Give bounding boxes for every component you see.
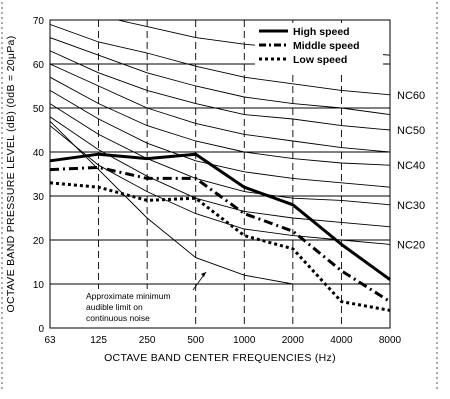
nc-curve-1: [50, 23, 390, 96]
nc-curve-5: [50, 76, 390, 166]
legend-label-high: High speed: [293, 26, 350, 38]
nc-labels: NC60 NC50 NC40 NC30 NC20: [397, 90, 425, 252]
nc-curve-4: [50, 63, 390, 153]
nc-label-nc20: NC20: [397, 239, 425, 251]
x-tick-label-250: 250: [139, 335, 156, 346]
x-axis-title: OCTAVE BAND CENTER FREQUENCIES (Hz): [104, 352, 336, 364]
y-tick-label-0: 0: [38, 324, 44, 335]
legend-label-low: Low speed: [293, 54, 347, 66]
series-line-high-speed: [49, 152, 391, 281]
x-tick-label-8000: 8000: [379, 335, 402, 346]
x-tick-label-500: 500: [187, 335, 204, 346]
series-line-low-speed: [49, 181, 391, 312]
nc-label-nc40: NC40: [397, 160, 425, 172]
nc-curve-7: [50, 103, 390, 206]
annotation-line-1: Approximate minimum: [86, 291, 171, 301]
series-lines: [49, 152, 391, 312]
annotation: Approximate minimum audible limit on con…: [84, 271, 207, 326]
annotation-line-2: audible limit on: [86, 302, 143, 312]
x-tick-label-125: 125: [90, 335, 107, 346]
audible-limit: [50, 120, 293, 285]
annotation-bg: [84, 289, 192, 326]
y-tick-label-30: 30: [33, 192, 45, 203]
tick-labels: 0 10 20 30 40 50 60 70 63 125 250 500 1000 2000 4000 80…: [33, 16, 402, 346]
y-tick-label-50: 50: [33, 104, 45, 115]
nc-curve-6: [50, 90, 390, 188]
nc-label-nc50: NC50: [397, 125, 425, 137]
x-tick-label-63: 63: [44, 335, 56, 346]
legend-label-middle: Middle speed: [293, 40, 360, 52]
y-tick-label-70: 70: [33, 16, 45, 27]
annotation-arrowhead: [201, 272, 206, 277]
x-tick-label-4000: 4000: [330, 335, 353, 346]
nc-curve-2: [50, 37, 390, 116]
series-line-middle-speed: [49, 165, 391, 303]
y-tick-label-10: 10: [33, 280, 45, 291]
x-tick-label-1000: 1000: [233, 335, 256, 346]
audible-limit-line: [50, 120, 293, 285]
y-tick-label-20: 20: [33, 236, 45, 247]
y-tick-label-40: 40: [33, 148, 45, 159]
plot-border: [49, 19, 391, 329]
nc-curve-3: [50, 50, 390, 131]
nc-label-nc60: NC60: [397, 90, 425, 102]
annotation-line-3: continuous noise: [86, 313, 150, 323]
y-axis-title: OCTAVE BAND PRESSURE LEVEL (dB) (0dB = 2…: [5, 36, 17, 313]
y-tick-label-60: 60: [33, 60, 45, 71]
nc-label-nc30: NC30: [397, 200, 425, 212]
x-tick-label-2000: 2000: [282, 335, 305, 346]
legend: High speed Middle speed Low speed: [255, 23, 383, 73]
